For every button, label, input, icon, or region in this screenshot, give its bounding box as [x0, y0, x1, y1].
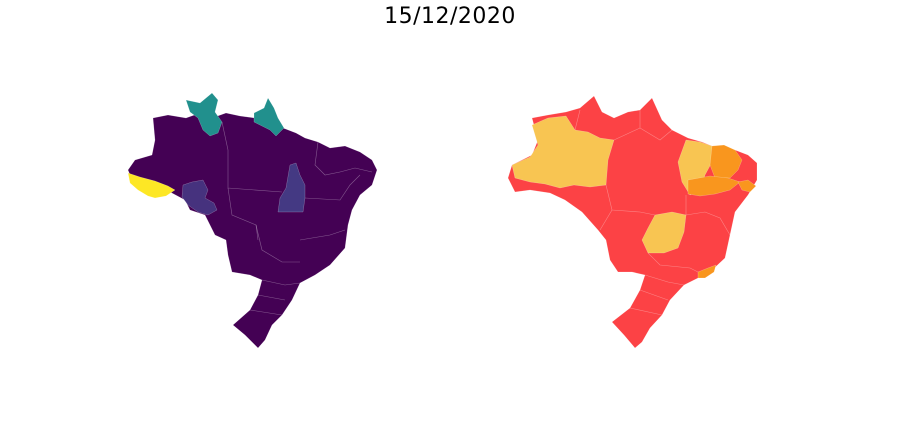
- region-amapa: [253, 97, 285, 137]
- state-borders-left: [221, 121, 373, 316]
- region-pernambuco: [687, 175, 741, 197]
- region-goias: [641, 211, 687, 254]
- region-amazonas: [511, 115, 615, 189]
- region-rio-de-janeiro: [697, 264, 717, 279]
- figure-title: 15/12/2020: [384, 4, 516, 29]
- region-acre: [127, 172, 176, 199]
- state-borders-right: [574, 109, 731, 316]
- region-tocantins: [277, 162, 306, 213]
- region-ceara: [709, 144, 743, 179]
- region-rondonia: [181, 179, 218, 216]
- region-roraima: [185, 92, 223, 137]
- region-rio-grande-do-norte: [737, 179, 757, 193]
